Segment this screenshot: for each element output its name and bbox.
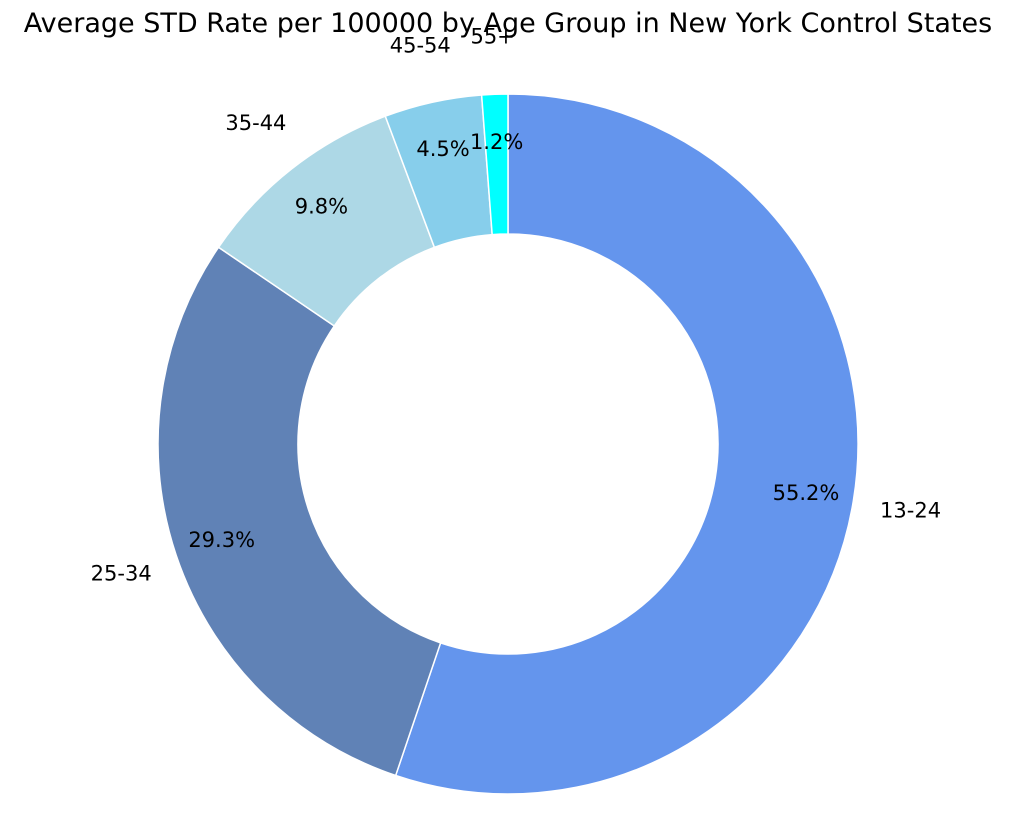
- category-label-35-44: 35-44: [225, 111, 286, 135]
- category-label-25-34: 25-34: [91, 562, 152, 586]
- chart-title: Average STD Rate per 100000 by Age Group…: [24, 8, 992, 39]
- category-labels: 13-24 25-34 35-44 45-54 55+: [91, 24, 941, 585]
- percent-label-25-34: 29.3%: [188, 528, 255, 552]
- percent-label-55+: 1.2%: [470, 130, 523, 154]
- donut-slices: [157, 93, 859, 795]
- category-label-13-24: 13-24: [880, 498, 941, 522]
- slice-55+: [480, 93, 509, 236]
- slice-25-34: [157, 246, 442, 777]
- percent-labels: 55.2% 29.3% 9.8% 4.5% 1.2%: [188, 130, 839, 552]
- percent-label-35-44: 9.8%: [295, 195, 348, 219]
- slice-13-24: [394, 93, 859, 795]
- percent-label-45-54: 4.5%: [416, 137, 469, 161]
- category-label-55+: 55+: [470, 24, 514, 48]
- percent-label-13-24: 55.2%: [773, 481, 840, 505]
- category-label-45-54: 45-54: [390, 34, 451, 58]
